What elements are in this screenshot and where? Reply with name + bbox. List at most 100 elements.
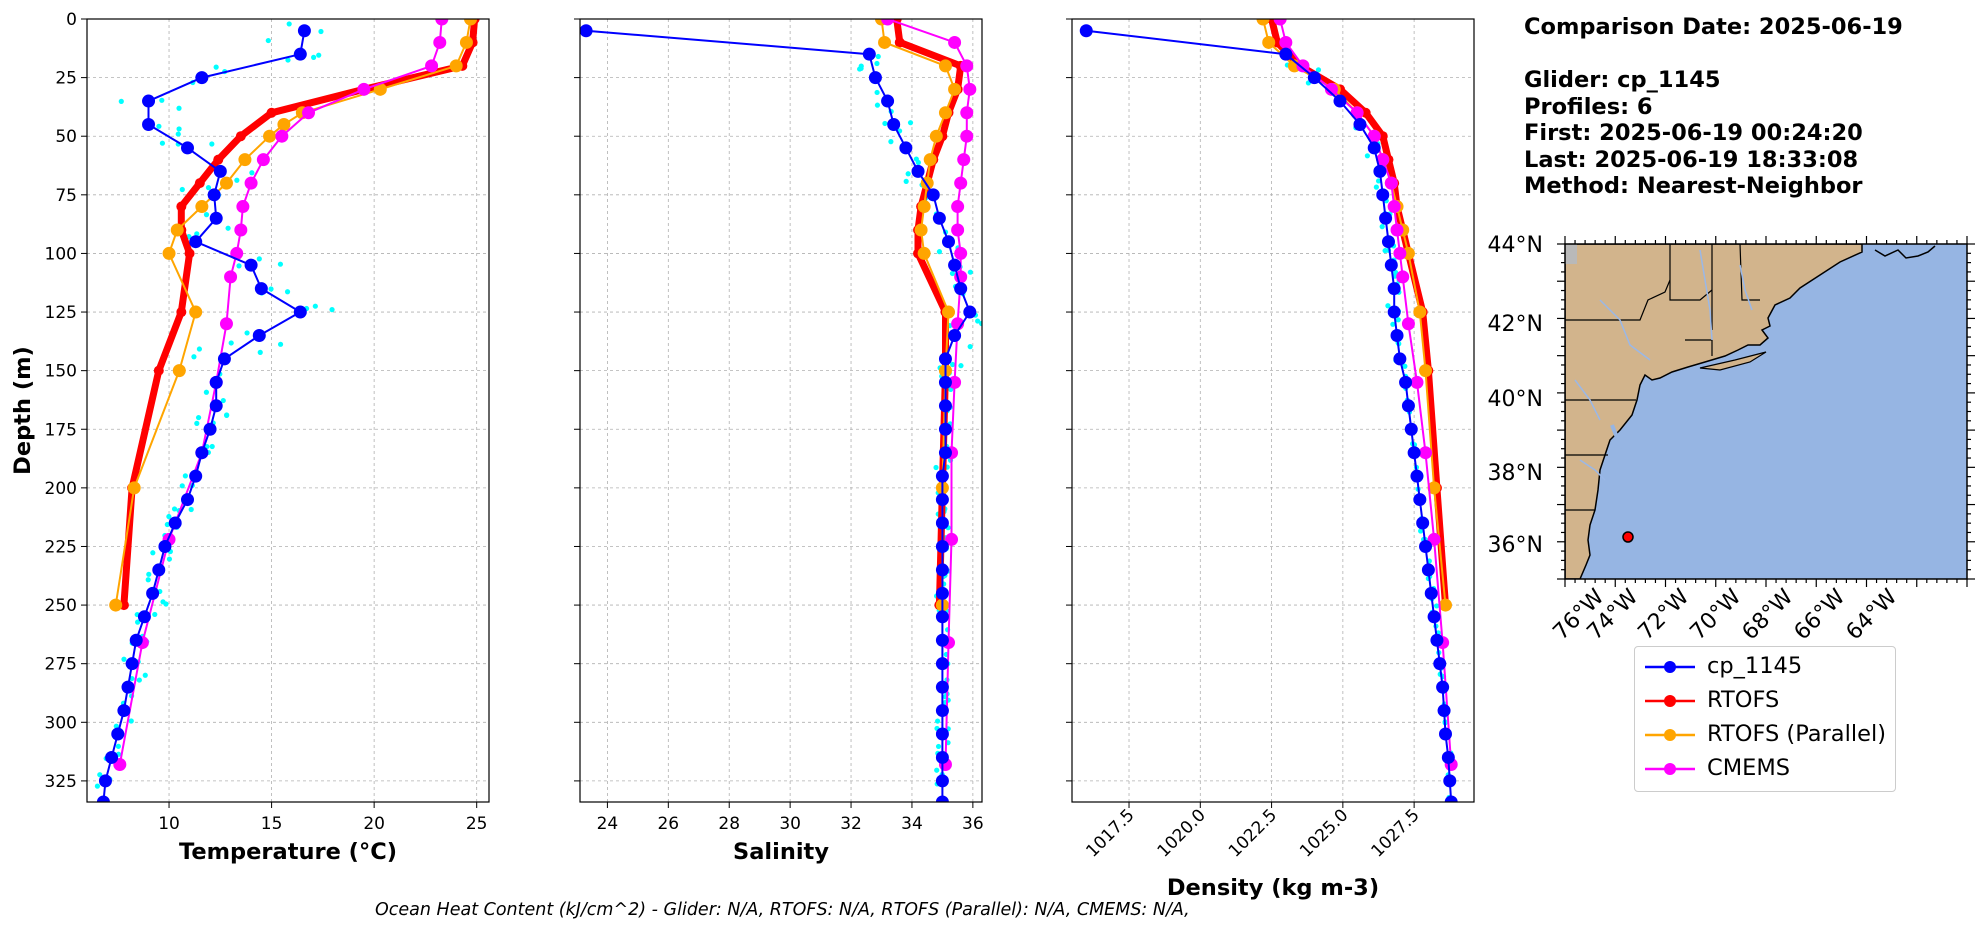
data-point (951, 200, 965, 214)
raw-glider-point (286, 21, 292, 27)
map-lat-label: 44°N (1488, 233, 1543, 258)
data-point (960, 129, 974, 143)
data-point (449, 59, 463, 73)
data-point (948, 258, 962, 272)
data-point (170, 223, 184, 237)
raw-glider-point (224, 412, 230, 418)
raw-glider-point (875, 53, 881, 60)
raw-glider-point (936, 249, 943, 255)
raw-glider-point (205, 185, 212, 191)
raw-glider-point (265, 37, 271, 44)
data-point (942, 305, 955, 319)
raw-glider-point (329, 307, 335, 313)
x-tick-label: 32 (840, 814, 862, 834)
data-point (293, 305, 307, 319)
data-point (935, 586, 949, 600)
first-profile-time: First: 2025-06-19 00:24:20 (1524, 120, 1863, 146)
legend-label: RTOFS (1707, 687, 1780, 713)
data-point (963, 82, 977, 96)
data-point (1430, 633, 1444, 647)
data-point (935, 727, 949, 741)
data-point (960, 106, 974, 120)
data-point (917, 246, 931, 260)
raw-glider-point (874, 102, 881, 108)
data-point (938, 352, 952, 366)
data-point (152, 563, 166, 577)
data-point (195, 446, 209, 460)
data-point (948, 328, 962, 342)
raw-glider-point (874, 60, 880, 67)
data-point (433, 35, 447, 49)
data-point (275, 129, 289, 143)
raw-glider-point (934, 767, 940, 773)
map-rivers (1574, 249, 1753, 481)
raw-glider-point (318, 28, 324, 35)
data-point (1390, 328, 1404, 342)
data-point (1379, 211, 1393, 225)
raw-glider-point (194, 231, 200, 237)
data-point (935, 539, 949, 553)
plot-area (89, 19, 480, 811)
data-point (1279, 35, 1293, 49)
raw-glider-point (1315, 67, 1322, 73)
data-point (1407, 446, 1421, 460)
raw-glider-point (179, 186, 185, 193)
raw-glider-point (89, 806, 94, 811)
raw-glider-point (194, 420, 200, 426)
raw-glider-point (905, 171, 911, 177)
y-tick-label: 100 (45, 244, 77, 264)
data-point (1441, 750, 1455, 764)
glider-name: Glider: cp_1145 (1524, 67, 1721, 93)
raw-glider-point (115, 743, 122, 749)
raw-glider-point (1375, 178, 1382, 184)
x-tick-label: 34 (901, 814, 923, 834)
y-tick-label: 75 (55, 186, 77, 206)
data-point (948, 82, 962, 96)
chart-panel-3: 1017.5 1020.0 1022.5 1025.0 1027.5 Density (k… (1066, 18, 1475, 901)
raw-glider-point (1390, 321, 1396, 327)
raw-glider-point (1395, 317, 1401, 323)
data-point (935, 633, 949, 647)
data-point (1421, 563, 1435, 577)
data-point (153, 365, 164, 376)
data-point (1413, 305, 1427, 319)
data-point (1410, 469, 1424, 483)
data-point (213, 154, 224, 165)
data-point (1296, 59, 1310, 73)
data-point (127, 481, 141, 495)
x-tick-label: 1017.5 (1082, 805, 1138, 861)
data-point (252, 328, 266, 342)
series-line-rtofs-parallel- (114, 19, 472, 606)
raw-glider-point (209, 141, 215, 147)
raw-glider-point (176, 105, 182, 111)
data-point (960, 59, 974, 73)
map-panel: 44°N 42°N 40°N 38°N 36°N 76°W 74°W 72°W … (1488, 233, 1975, 645)
x-tick-label: 15 (261, 814, 283, 834)
data-point (1427, 532, 1441, 546)
data-point (162, 246, 176, 260)
data-point (219, 317, 233, 331)
raw-glider-point (903, 178, 909, 184)
y-tick-label: 175 (45, 420, 77, 440)
data-point (302, 106, 316, 120)
data-point (244, 258, 258, 272)
data-point (105, 750, 119, 764)
raw-glider-point (939, 807, 944, 812)
data-point (209, 375, 223, 389)
data-point (1419, 539, 1433, 553)
data-point (189, 469, 203, 483)
data-point (1272, 37, 1283, 48)
y-tick-label: 225 (45, 537, 77, 557)
raw-glider-point (188, 506, 194, 513)
data-point (580, 24, 593, 38)
data-point (1384, 258, 1398, 272)
map-lon-label: 70°W (1686, 584, 1747, 645)
data-point (1360, 107, 1371, 118)
y-tick-label: 150 (45, 362, 77, 382)
legend-item: CMEMS (1635, 751, 1895, 785)
data-point (1367, 141, 1381, 155)
raw-glider-point (142, 672, 148, 678)
plot-area (580, 19, 982, 812)
data-point (203, 422, 217, 436)
chart-panel-2: 24 26 28 30 32 34 36 Salinity (574, 18, 984, 865)
